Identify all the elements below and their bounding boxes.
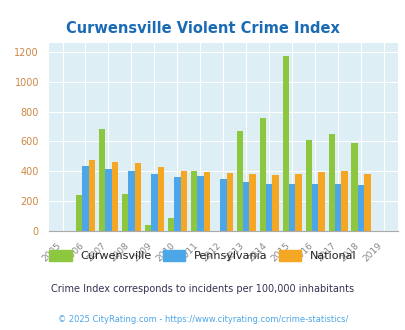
Bar <box>128 171 134 231</box>
Bar <box>157 167 164 231</box>
Bar <box>144 225 151 231</box>
Bar <box>305 140 311 231</box>
Text: Curwensville Violent Crime Index: Curwensville Violent Crime Index <box>66 21 339 36</box>
Bar <box>134 163 141 231</box>
Bar <box>243 182 249 231</box>
Bar <box>265 184 272 231</box>
Bar <box>174 177 180 231</box>
Bar <box>203 172 209 231</box>
Bar <box>105 169 111 231</box>
Bar <box>363 174 370 231</box>
Bar <box>111 162 118 231</box>
Bar <box>311 184 318 231</box>
Bar <box>122 194 128 231</box>
Bar <box>249 174 255 231</box>
Bar <box>197 176 203 231</box>
Bar <box>282 56 288 231</box>
Bar <box>236 131 243 231</box>
Bar <box>180 171 187 231</box>
Text: Crime Index corresponds to incidents per 100,000 inhabitants: Crime Index corresponds to incidents per… <box>51 284 354 294</box>
Bar <box>88 160 95 231</box>
Bar <box>334 184 341 231</box>
Legend: Curwensville, Pennsylvania, National: Curwensville, Pennsylvania, National <box>44 245 361 267</box>
Bar <box>272 175 278 231</box>
Bar <box>259 117 265 231</box>
Bar <box>318 172 324 231</box>
Bar <box>220 179 226 231</box>
Bar <box>76 195 82 231</box>
Bar <box>98 129 105 231</box>
Text: © 2025 CityRating.com - https://www.cityrating.com/crime-statistics/: © 2025 CityRating.com - https://www.city… <box>58 315 347 324</box>
Bar <box>167 217 174 231</box>
Bar <box>226 173 232 231</box>
Bar <box>341 171 347 231</box>
Bar <box>151 174 157 231</box>
Bar <box>295 174 301 231</box>
Bar <box>351 143 357 231</box>
Bar <box>82 166 88 231</box>
Bar <box>190 171 197 231</box>
Bar <box>357 185 363 231</box>
Bar <box>288 184 295 231</box>
Bar <box>328 134 334 231</box>
